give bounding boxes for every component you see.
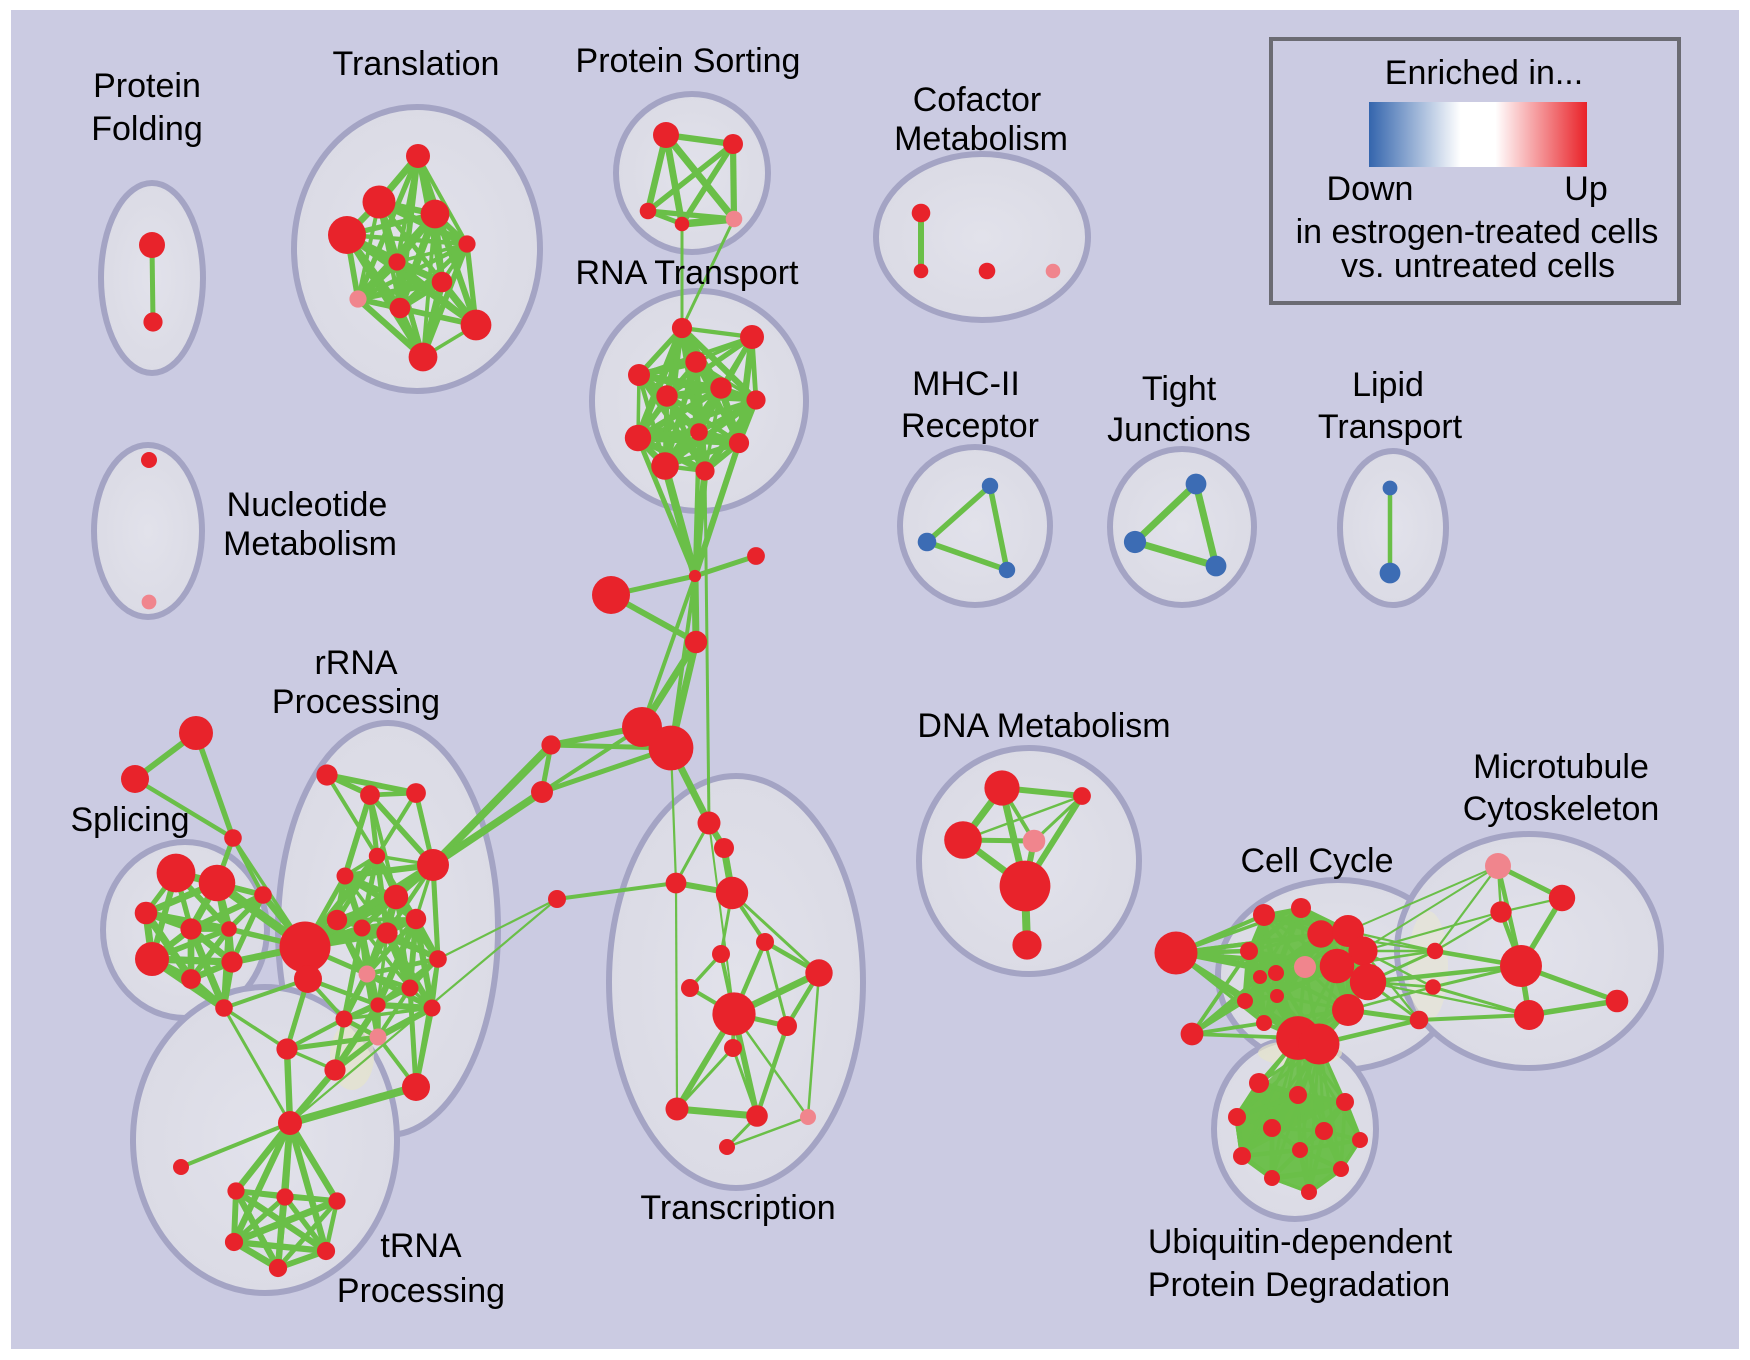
- svg-text:vs. untreated cells: vs. untreated cells: [1341, 247, 1615, 285]
- svg-text:Receptor: Receptor: [901, 407, 1039, 445]
- svg-text:Folding: Folding: [91, 110, 203, 148]
- svg-text:Metabolism: Metabolism: [223, 525, 397, 563]
- svg-text:RNA Transport: RNA Transport: [576, 254, 800, 292]
- svg-text:Enriched in...: Enriched in...: [1385, 54, 1583, 92]
- svg-text:Ubiquitin-dependent: Ubiquitin-dependent: [1148, 1223, 1453, 1261]
- svg-text:tRNA: tRNA: [380, 1227, 462, 1265]
- svg-text:Cytoskeleton: Cytoskeleton: [1463, 790, 1660, 828]
- svg-text:Microtubule: Microtubule: [1473, 748, 1649, 786]
- svg-text:in estrogen-treated cells: in estrogen-treated cells: [1296, 213, 1659, 251]
- svg-text:Cofactor: Cofactor: [913, 81, 1042, 119]
- svg-text:Processing: Processing: [272, 683, 440, 721]
- svg-text:rRNA: rRNA: [314, 644, 397, 682]
- svg-text:Transcription: Transcription: [640, 1189, 835, 1227]
- svg-text:Protein Sorting: Protein Sorting: [576, 42, 801, 80]
- svg-text:Transport: Transport: [1318, 408, 1463, 446]
- svg-text:Tight: Tight: [1142, 370, 1217, 408]
- svg-text:Up: Up: [1564, 170, 1607, 208]
- svg-text:Junctions: Junctions: [1107, 411, 1251, 449]
- svg-text:Protein Degradation: Protein Degradation: [1148, 1266, 1450, 1304]
- svg-text:DNA Metabolism: DNA Metabolism: [917, 707, 1170, 745]
- svg-text:Protein: Protein: [93, 67, 201, 105]
- svg-text:MHC-II: MHC-II: [912, 365, 1020, 403]
- svg-text:Translation: Translation: [333, 45, 500, 83]
- svg-text:Nucleotide: Nucleotide: [227, 486, 388, 524]
- svg-text:Lipid: Lipid: [1352, 366, 1424, 404]
- svg-text:Metabolism: Metabolism: [894, 120, 1068, 158]
- svg-text:Splicing: Splicing: [70, 801, 189, 839]
- svg-text:Down: Down: [1327, 170, 1414, 208]
- svg-text:Processing: Processing: [337, 1272, 505, 1310]
- svg-text:Cell Cycle: Cell Cycle: [1240, 842, 1393, 880]
